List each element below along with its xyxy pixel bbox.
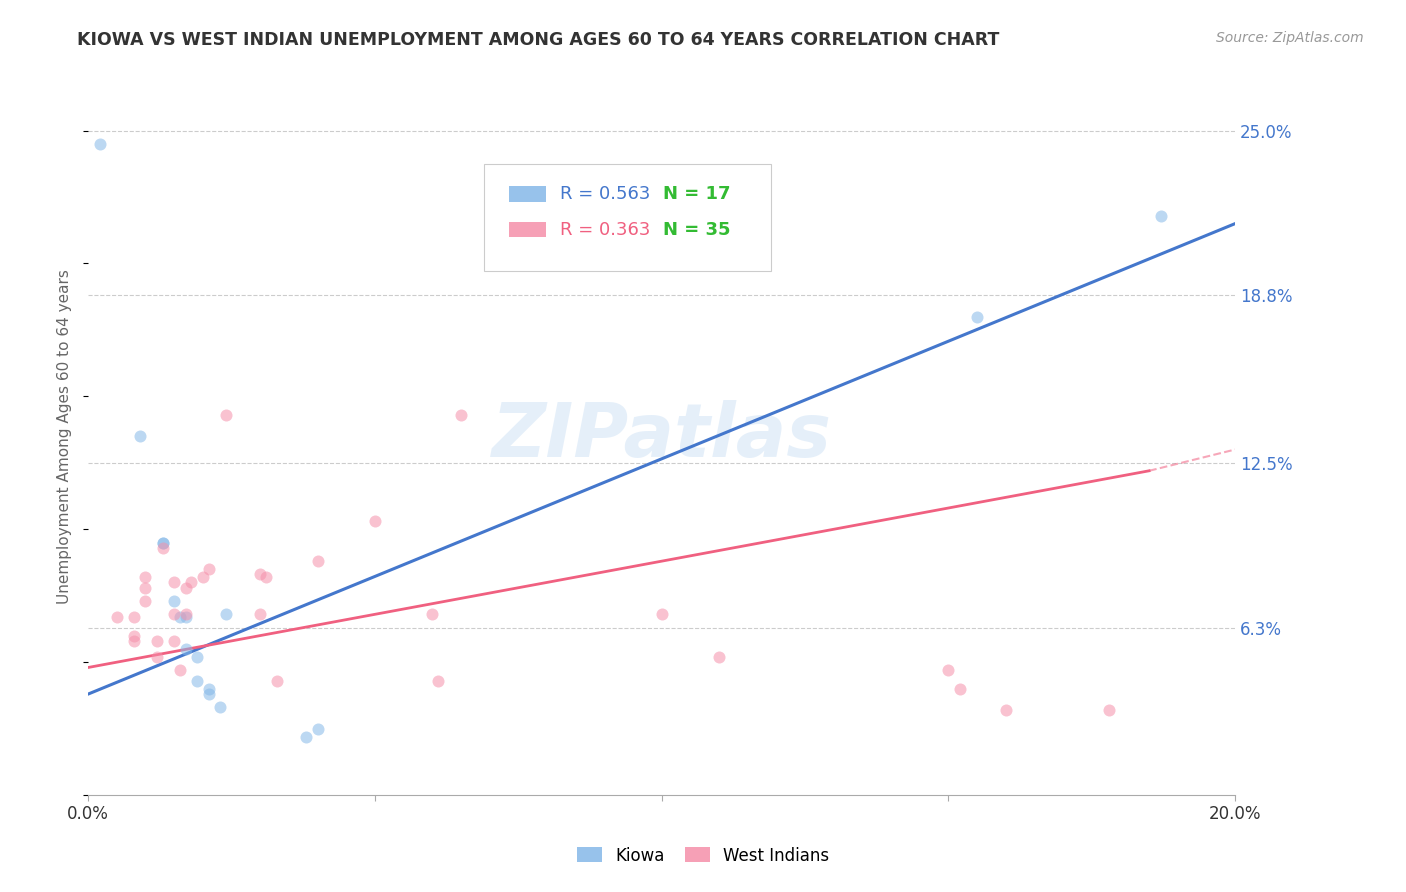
Point (186, 649, 208, 664)
Legend: Kiowa, West Indians: Kiowa, West Indians (568, 838, 838, 873)
Point (938, 663, 960, 677)
Point (215, 607, 238, 622)
Point (89, 136, 111, 151)
Text: R = 0.563: R = 0.563 (560, 185, 650, 202)
Point (105, 610, 128, 624)
Point (122, 629, 145, 643)
Point (146, 634, 169, 648)
Point (209, 700, 232, 714)
Point (191, 570, 214, 584)
Text: N = 35: N = 35 (662, 220, 730, 238)
Point (169, 663, 191, 677)
Point (152, 541, 174, 555)
Point (966, 310, 988, 324)
Text: ZIPatlas: ZIPatlas (492, 400, 831, 473)
Point (134, 594, 156, 608)
Point (174, 641, 197, 656)
FancyBboxPatch shape (484, 163, 770, 271)
Point (122, 610, 145, 624)
Point (307, 722, 329, 736)
Point (163, 594, 186, 608)
Point (949, 681, 972, 696)
Point (307, 554, 329, 568)
Point (249, 607, 271, 622)
Point (1098, 703, 1121, 717)
Point (163, 607, 186, 622)
Point (186, 673, 208, 688)
Point (134, 570, 156, 584)
Text: Source: ZipAtlas.com: Source: ZipAtlas.com (1216, 31, 1364, 45)
Point (197, 681, 219, 696)
Text: N = 17: N = 17 (662, 185, 730, 202)
Point (169, 610, 191, 624)
Text: KIOWA VS WEST INDIAN UNEMPLOYMENT AMONG AGES 60 TO 64 YEARS CORRELATION CHART: KIOWA VS WEST INDIAN UNEMPLOYMENT AMONG … (77, 31, 1000, 49)
Point (174, 607, 197, 622)
Point (651, 607, 673, 622)
FancyBboxPatch shape (509, 222, 546, 237)
Point (707, 649, 730, 664)
Text: R = 0.363: R = 0.363 (560, 220, 650, 238)
Point (197, 687, 219, 701)
Point (146, 649, 169, 664)
Point (134, 581, 156, 595)
Point (254, 570, 277, 584)
Point (420, 607, 443, 622)
Point (128, 429, 150, 443)
Point (152, 535, 174, 549)
Point (266, 673, 288, 688)
Point (152, 535, 174, 549)
Point (1149, 209, 1171, 223)
Point (994, 703, 1017, 717)
Point (174, 581, 197, 595)
Point (364, 514, 387, 528)
FancyBboxPatch shape (509, 186, 546, 202)
Point (450, 408, 472, 422)
Y-axis label: Unemployment Among Ages 60 to 64 years: Unemployment Among Ages 60 to 64 years (58, 268, 72, 604)
Point (122, 634, 145, 648)
Point (249, 567, 271, 582)
Point (163, 575, 186, 590)
Point (174, 610, 197, 624)
Point (295, 730, 318, 744)
Point (163, 634, 186, 648)
Point (180, 575, 202, 590)
Point (427, 673, 450, 688)
Point (197, 562, 219, 576)
Point (215, 408, 238, 422)
